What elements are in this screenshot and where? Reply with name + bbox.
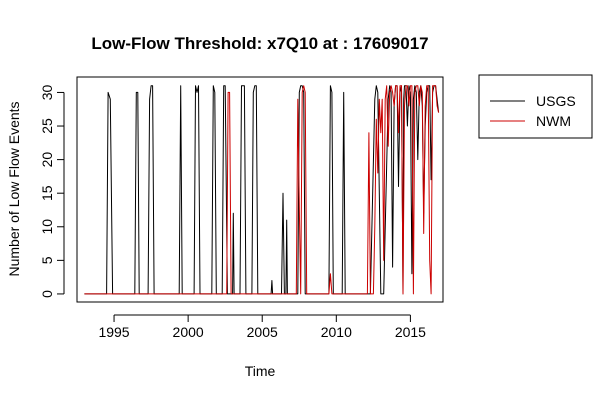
x-tick-label: 1995: [98, 324, 129, 340]
legend-box: [478, 74, 593, 139]
y-tick-label: 5: [39, 256, 55, 264]
x-tick-label: 2000: [173, 324, 204, 340]
y-tick-label: 30: [39, 84, 55, 100]
series-layer: [84, 85, 440, 295]
series-line-nwm: [84, 85, 440, 295]
x-axis: 1995 2000 2005 2010 2015: [98, 314, 426, 340]
x-tick-label: 2005: [247, 324, 278, 340]
x-tick-label: 2010: [321, 324, 352, 340]
y-axis-label: Number of Low Flow Events: [6, 101, 22, 276]
x-tick-label: 2015: [395, 324, 426, 340]
y-axis: 0 5 10 15 20 25 30: [39, 84, 65, 298]
plot-frame: [76, 76, 444, 303]
y-tick-label: 20: [39, 152, 55, 168]
y-tick-label: 10: [39, 219, 55, 235]
x-axis-label: Time: [245, 363, 276, 379]
y-tick-label: 15: [39, 185, 55, 201]
legend-label-usgs: USGS: [536, 93, 576, 109]
legend-label-nwm: NWM: [536, 113, 571, 129]
chart-title: Low-Flow Threshold: x7Q10 at : 17609017: [91, 34, 428, 53]
legend: USGS NWM: [478, 74, 593, 139]
y-tick-label: 0: [39, 290, 55, 298]
y-tick-label: 25: [39, 118, 55, 134]
